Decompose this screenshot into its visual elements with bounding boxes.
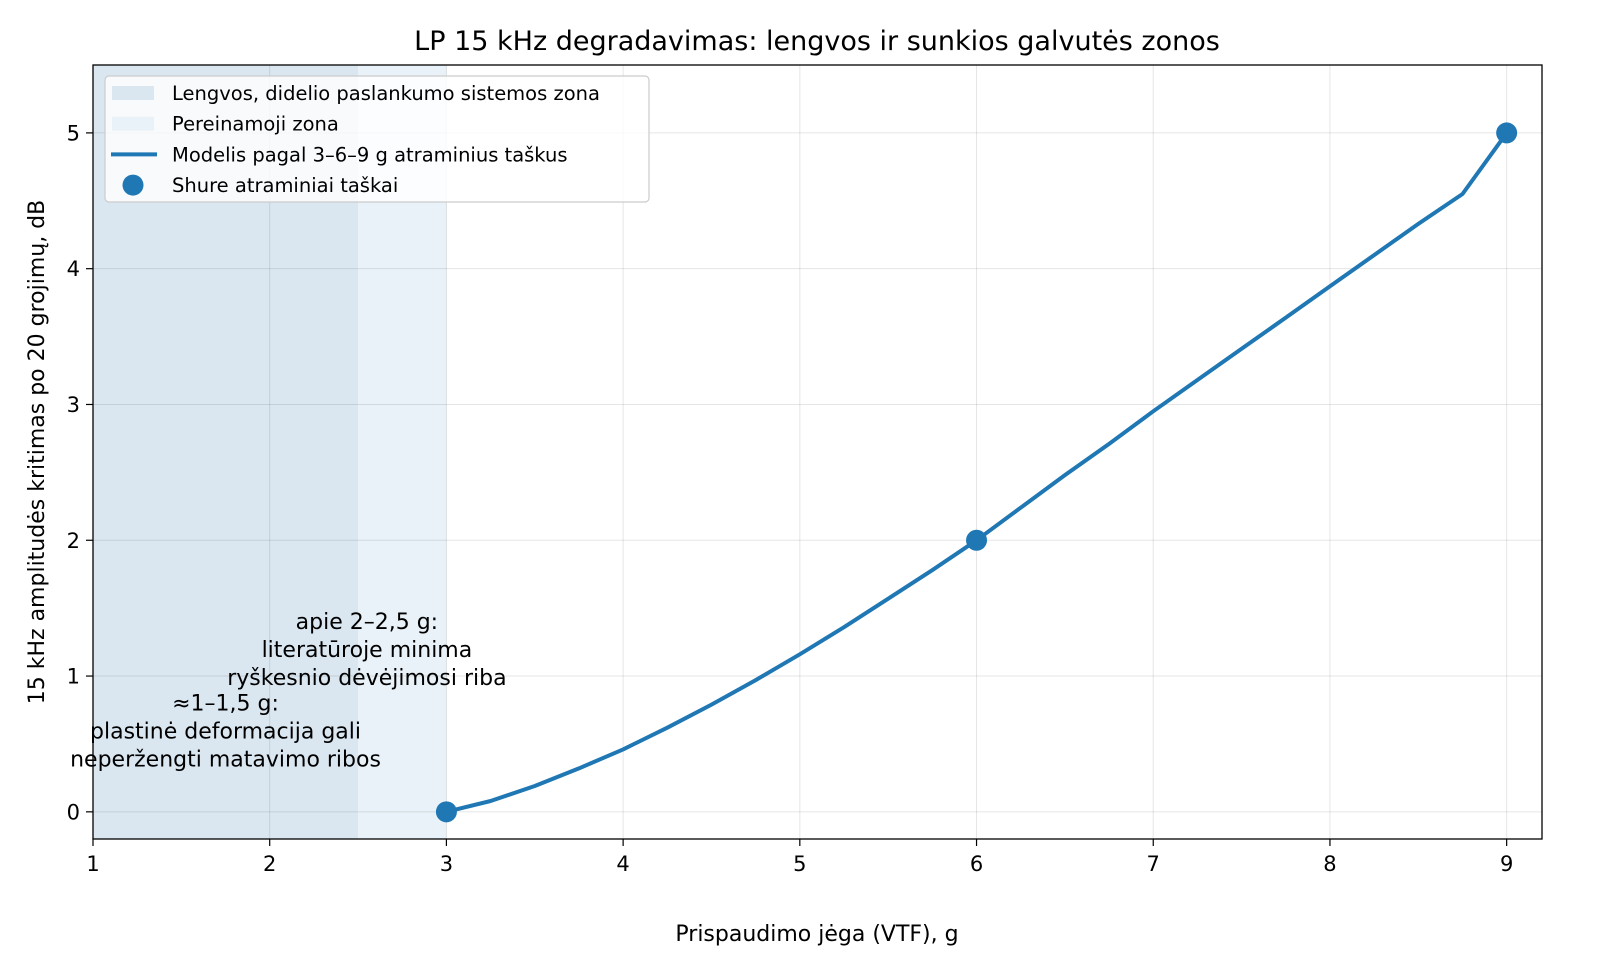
x-tick-label: 8 (1323, 852, 1336, 876)
x-tick-label: 7 (1147, 852, 1160, 876)
legend-box (104, 75, 650, 203)
x-tick-label: 6 (970, 852, 983, 876)
annotation-line: literatūroje minima (262, 638, 473, 663)
x-tick-label: 2 (263, 852, 276, 876)
annotations-layer: apie 2–2,5 g: literatūroje minima ryškesni… (70, 610, 506, 772)
chart-title: LP 15 kHz degradavimas: lengvos ir sunki… (414, 26, 1220, 57)
y-tick-label: 2 (67, 529, 80, 553)
annotation-line: plastinė deformacija gali (90, 719, 361, 744)
legend-label: Lengvos, didelio paslankumo sistemos zon… (172, 82, 600, 105)
y-tick-label: 0 (67, 800, 80, 824)
data-point (966, 529, 988, 551)
annotation-line: apie 2–2,5 g: (296, 610, 438, 635)
legend-label: Pereinamoji zona (172, 113, 339, 136)
x-tick-label: 3 (440, 852, 453, 876)
legend-label: Modelis pagal 3–6–9 g atraminius taškus (172, 143, 568, 166)
y-axis-label: 15 kHz amplitudės kritimas po 20 grojimų… (25, 200, 50, 704)
y-tick-label: 1 (67, 665, 80, 689)
axes-layer: 1 2 3 4 5 6 7 8 9 0 1 2 3 4 5 (67, 121, 1514, 876)
y-tick-label: 3 (67, 393, 80, 417)
x-tick-label: 4 (616, 852, 629, 876)
x-tick-label: 1 (86, 852, 99, 876)
data-point (1496, 122, 1518, 144)
annotation-line: ≈1–1,5 g: (172, 691, 279, 716)
legend-swatch (112, 86, 154, 100)
legend-label: Shure atraminiai taškai (172, 174, 398, 197)
x-axis-label: Prispaudimo jėga (VTF), g (675, 922, 958, 947)
y-tick-label: 4 (67, 257, 80, 281)
plot-frame (92, 64, 1543, 840)
annotation-line: neperžengti matavimo ribos (70, 747, 381, 772)
legend-swatch (122, 174, 144, 196)
series-layer (435, 122, 1518, 823)
legend: Lengvos, didelio paslankumo sistemos zon… (104, 75, 650, 203)
data-point (435, 801, 457, 823)
x-tick-label: 5 (793, 852, 806, 876)
y-tick-label: 5 (67, 121, 80, 145)
legend-swatch (112, 116, 154, 131)
annotation-line: ryškesnio dėvėjimosi riba (227, 666, 506, 691)
x-tick-label: 9 (1500, 852, 1513, 876)
